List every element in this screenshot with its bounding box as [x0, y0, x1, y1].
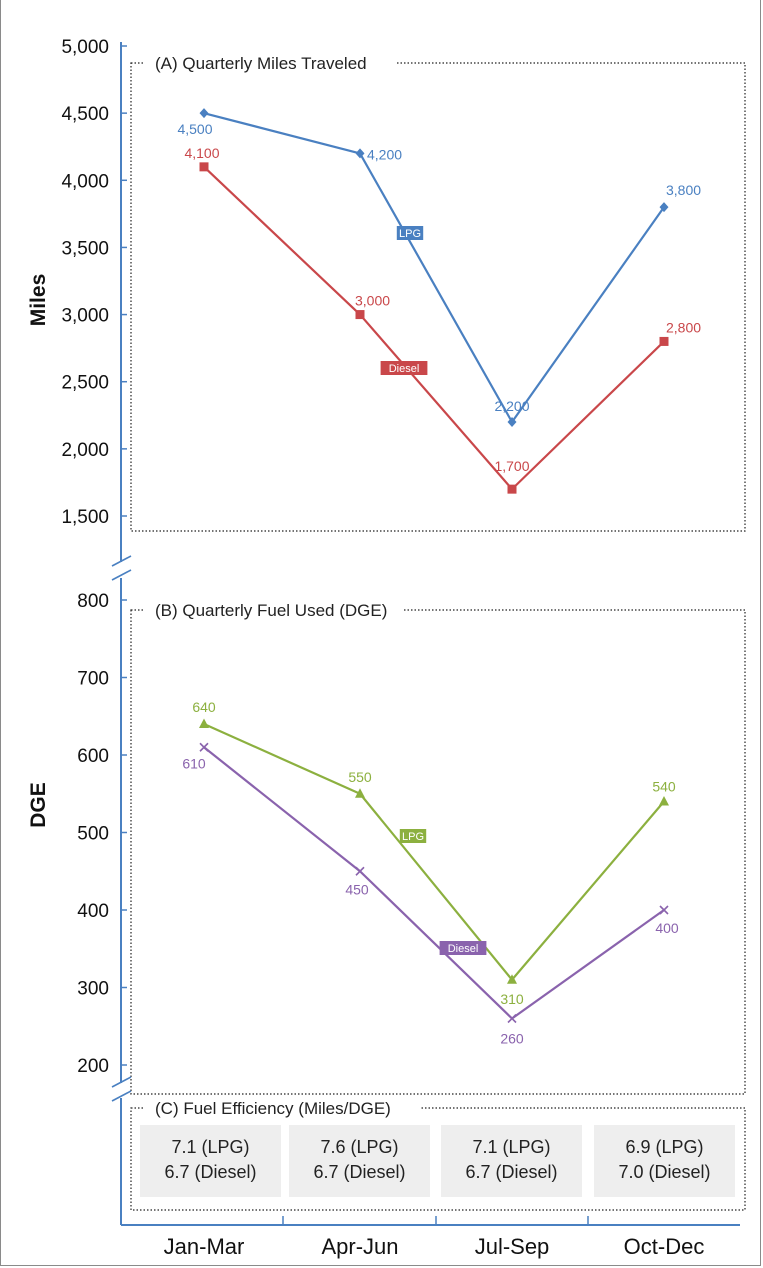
panel-title-bg	[145, 598, 404, 622]
data-label: 4,100	[184, 145, 219, 161]
data-point-square	[659, 336, 669, 346]
efficiency-diesel: 6.7 (Diesel)	[465, 1162, 557, 1182]
series-tag-bg	[439, 941, 487, 955]
y-tick-label: 4,500	[61, 104, 109, 125]
y-tick-label: 1,500	[61, 507, 109, 528]
efficiency-lpg: 7.1 (LPG)	[472, 1137, 550, 1157]
data-point-square	[199, 162, 209, 172]
efficiency-diesel: 6.7 (Diesel)	[313, 1162, 405, 1182]
efficiency-lpg: 6.9 (LPG)	[625, 1137, 703, 1157]
axis-break-mark	[111, 569, 132, 581]
data-label: 450	[345, 881, 369, 897]
series-line-lpg	[203, 722, 665, 981]
data-label: 3,000	[355, 293, 390, 309]
data-label: 2,200	[494, 398, 529, 414]
x-tick-label: Oct-Dec	[624, 1234, 705, 1259]
data-label: 540	[652, 779, 676, 795]
series-tag-bg	[396, 226, 424, 240]
y-tick-label: 400	[77, 901, 109, 922]
series-layer	[199, 108, 669, 1024]
y-tick-label: 2,000	[61, 440, 109, 461]
y-tick-label: 500	[77, 824, 109, 845]
data-label: 4,200	[367, 146, 402, 162]
data-label: 610	[182, 755, 206, 771]
data-point-triangle	[199, 718, 209, 728]
y-tick-label: 3,500	[61, 238, 109, 259]
x-tick-label: Jan-Mar	[164, 1234, 245, 1259]
efficiency-box	[441, 1125, 582, 1197]
series-tag: Diesel	[448, 943, 479, 955]
panel-frame-efficiency	[130, 1107, 746, 1211]
data-point-square	[355, 310, 365, 320]
efficiency-box	[289, 1125, 430, 1197]
panel-title: (A) Quarterly Miles Traveled	[155, 54, 367, 73]
y-tick-label: 3,000	[61, 306, 109, 327]
y-tick-label: 700	[77, 669, 109, 690]
data-point-triangle	[355, 788, 365, 798]
efficiency-lpg: 7.6 (LPG)	[320, 1137, 398, 1157]
axis-break-mark	[111, 1090, 132, 1102]
y-tick-label: 800	[77, 591, 109, 612]
data-label: 640	[192, 699, 216, 715]
series-tag-bg	[380, 361, 428, 375]
efficiency-diesel: 7.0 (Diesel)	[618, 1162, 710, 1182]
text-layer: Jan-Mar Apr-Jun Jul-Sep Oct-Dec (A) Quarterl…	[27, 37, 711, 1259]
data-label: 400	[655, 920, 679, 936]
data-point-x	[507, 1013, 517, 1024]
data-point-x	[199, 742, 209, 752]
efficiency-lpg: 7.1 (LPG)	[171, 1137, 249, 1157]
data-point-x	[355, 866, 365, 876]
data-point-triangle	[507, 974, 517, 984]
data-point-diamond	[355, 148, 365, 159]
axis-break-mark	[111, 555, 132, 567]
panel-title: (C) Fuel Efficiency (Miles/DGE)	[155, 1099, 391, 1118]
y-tick-label: 300	[77, 979, 109, 1000]
panel-title: (B) Quarterly Fuel Used (DGE)	[155, 601, 387, 620]
efficiency-box	[594, 1125, 735, 1197]
data-point-diamond	[659, 202, 669, 213]
axis-break-mark	[111, 1076, 132, 1088]
y-tick-label: 600	[77, 746, 109, 767]
data-point-diamond	[507, 417, 517, 427]
data-point-x	[659, 905, 669, 915]
panel-title-bg	[145, 1096, 421, 1120]
panel-frame-fuel	[130, 609, 746, 1095]
y-axis-title: DGE	[27, 782, 50, 828]
y-axis-title: Miles	[27, 274, 50, 327]
series-line-diesel	[203, 166, 665, 491]
series-tag: LPG	[399, 228, 421, 240]
y-tick-label: 2,500	[61, 373, 109, 394]
panel-frame-miles	[130, 62, 746, 532]
series-tag: LPG	[402, 831, 424, 843]
panel-title-bg	[145, 51, 396, 75]
y-tick-label: 200	[77, 1056, 109, 1077]
data-label: 1,700	[494, 458, 529, 474]
data-label: 2,800	[666, 319, 701, 335]
series-line-diesel	[203, 746, 665, 1020]
data-label: 550	[348, 769, 372, 785]
axes	[111, 42, 740, 1226]
efficiency-diesel: 6.7 (Diesel)	[164, 1162, 256, 1182]
efficiency-box	[140, 1125, 281, 1197]
series-tag-bg	[399, 829, 427, 843]
x-tick-label: Jul-Sep	[475, 1234, 550, 1259]
data-point-square	[507, 484, 517, 494]
data-point-triangle	[659, 796, 669, 806]
y-tick-label: 4,000	[61, 171, 109, 192]
y-tick-label: 5,000	[61, 37, 109, 58]
data-label: 310	[500, 991, 524, 1007]
data-point-diamond	[199, 108, 209, 119]
x-tick-label: Apr-Jun	[321, 1234, 398, 1259]
data-label: 4,500	[177, 121, 212, 137]
series-line-lpg	[203, 112, 665, 424]
series-tag: Diesel	[389, 363, 420, 375]
data-label: 3,800	[666, 182, 701, 198]
panel-frames	[130, 51, 746, 1211]
data-label: 260	[500, 1031, 524, 1047]
